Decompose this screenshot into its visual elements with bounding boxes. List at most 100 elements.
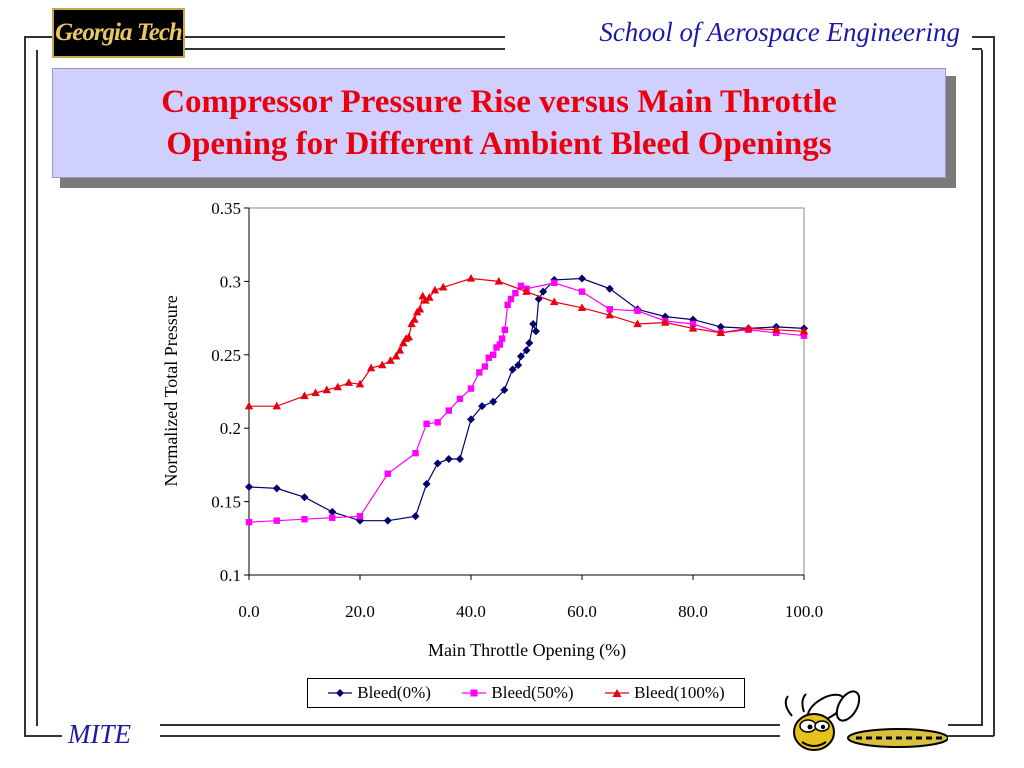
frame-top-inner xyxy=(185,48,505,50)
data-point xyxy=(772,325,781,334)
data-point xyxy=(384,470,391,477)
y-tick-label: 0.25 xyxy=(211,346,241,365)
y-axis-label: Normalized Total Pressure xyxy=(161,295,181,486)
y-tick-label: 0.2 xyxy=(220,419,241,438)
x-tick-label: 40.0 xyxy=(456,602,486,621)
data-point xyxy=(507,295,515,303)
data-point xyxy=(481,363,489,370)
title-box: Compressor Pressure Rise versus Main Thr… xyxy=(52,68,946,178)
data-point xyxy=(311,388,320,397)
square-marker-icon xyxy=(462,689,487,697)
series-0 xyxy=(245,274,808,525)
frame-bottom-mid xyxy=(160,735,780,737)
legend-label: Bleed(0%) xyxy=(357,683,431,702)
data-point xyxy=(498,335,506,342)
data-point xyxy=(404,332,414,341)
diamond-marker-icon xyxy=(328,689,353,697)
data-point xyxy=(425,293,434,301)
legend-label: Bleed(50%) xyxy=(491,683,574,702)
data-point xyxy=(634,307,641,314)
y-tick-label: 0.35 xyxy=(211,199,241,218)
data-point xyxy=(444,455,453,464)
data-point xyxy=(508,365,517,374)
y-tick-label: 0.15 xyxy=(211,493,241,512)
data-point xyxy=(355,379,365,388)
frame-right xyxy=(993,36,995,736)
frame-bottom-left xyxy=(24,735,64,737)
yellow-jacket-icon xyxy=(784,690,948,751)
page-title-line1: Compressor Pressure Rise versus Main Thr… xyxy=(161,84,837,120)
data-point xyxy=(531,327,540,336)
chart-legend: Bleed(0%) Bleed(50%) Bleed(100%) xyxy=(307,678,745,708)
x-tick-label: 0.0 xyxy=(238,602,259,621)
data-point xyxy=(466,273,476,282)
data-point xyxy=(422,479,431,488)
data-point xyxy=(333,382,342,391)
y-tick-label: 0.3 xyxy=(220,272,241,291)
data-point xyxy=(539,287,548,296)
footer-label: MITE xyxy=(62,719,137,750)
frame-bottom-right xyxy=(948,735,994,737)
frame-top-right xyxy=(185,36,505,38)
data-point xyxy=(577,303,587,312)
data-point xyxy=(378,360,387,369)
data-point xyxy=(529,319,538,328)
data-point xyxy=(550,297,559,306)
georgia-tech-logo: Georgia Tech xyxy=(52,8,185,58)
data-point xyxy=(273,517,280,524)
frame-bottom-inner xyxy=(160,724,780,726)
data-point xyxy=(661,318,670,326)
frame-top-inner-right xyxy=(972,48,982,50)
data-point xyxy=(522,346,531,355)
page-title-line2: Opening for Different Ambient Bleed Open… xyxy=(166,126,832,162)
series-line xyxy=(248,277,805,522)
data-point xyxy=(467,385,475,392)
data-point xyxy=(799,326,809,335)
data-point xyxy=(467,415,475,424)
data-point xyxy=(301,516,308,523)
data-point xyxy=(490,351,497,358)
data-point xyxy=(504,301,511,309)
data-point xyxy=(407,319,416,328)
frame-top-right-end xyxy=(972,36,994,38)
frame-right-inner xyxy=(981,50,983,726)
data-point xyxy=(606,306,613,313)
data-point xyxy=(433,459,442,468)
frame-top-left xyxy=(24,36,52,38)
data-point xyxy=(633,319,642,328)
data-point xyxy=(423,420,430,427)
data-point xyxy=(716,328,725,336)
data-point xyxy=(512,289,519,297)
data-point xyxy=(383,516,392,525)
data-point xyxy=(517,282,525,290)
data-point xyxy=(489,397,498,406)
y-tick-label: 0.1 xyxy=(220,566,241,585)
data-point xyxy=(485,354,492,361)
data-point xyxy=(395,345,405,354)
axes: 0.1 0.15 0.2 0.25 0.3 0.35 0.0 20.0 40.0 60.0 80.0… xyxy=(211,199,823,621)
data-point xyxy=(366,363,376,372)
data-point xyxy=(356,513,364,520)
data-point xyxy=(272,401,281,410)
data-point xyxy=(322,385,331,394)
series-2 xyxy=(244,273,809,410)
legend-item-bleed-0: Bleed(0%) xyxy=(327,683,431,703)
data-point xyxy=(391,351,401,360)
data-point xyxy=(272,484,281,493)
series-layer xyxy=(244,273,809,526)
data-point xyxy=(688,323,698,332)
x-tick-label: 80.0 xyxy=(678,602,708,621)
data-point xyxy=(605,310,614,319)
data-point xyxy=(514,361,523,370)
data-point xyxy=(522,287,531,295)
data-point xyxy=(245,518,253,526)
data-point xyxy=(455,455,464,464)
data-point xyxy=(516,352,525,361)
school-name: School of Aerospace Engineering xyxy=(593,17,966,48)
data-point xyxy=(399,338,408,347)
data-point xyxy=(300,493,309,502)
data-point xyxy=(430,285,440,294)
data-point xyxy=(800,332,808,339)
data-point xyxy=(439,282,448,291)
